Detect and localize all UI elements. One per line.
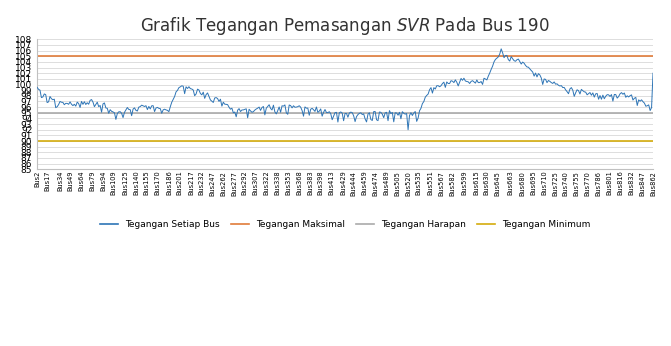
Legend: Tegangan Setiap Bus, Tegangan Maksimal, Tegangan Harapan, Tegangan Minimum: Tegangan Setiap Bus, Tegangan Maksimal, … <box>96 216 594 233</box>
Title: Grafik Tegangan Pemasangan $\it{SVR}$ Pada Bus 190: Grafik Tegangan Pemasangan $\it{SVR}$ Pa… <box>140 15 550 37</box>
